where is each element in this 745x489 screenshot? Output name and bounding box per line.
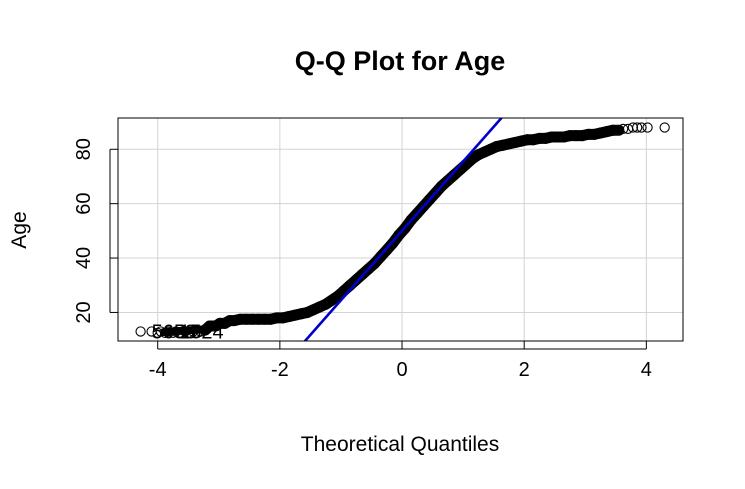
- data-point: [135, 326, 146, 337]
- x-axis-label: Theoretical Quantiles: [301, 433, 499, 456]
- x-tick-label: 4: [641, 359, 652, 381]
- data-point: [636, 122, 647, 133]
- x-tick-label: -4: [149, 359, 167, 381]
- x-tick-label: -2: [271, 359, 289, 381]
- reference-line-group: [303, 118, 504, 341]
- y-tick-label: 20: [73, 301, 95, 323]
- axes: -4 -2 0 2 4 20 40 60 80: [73, 138, 652, 381]
- reference-line: [303, 118, 504, 341]
- plot-frame: [117, 117, 684, 342]
- data-point: [627, 122, 639, 133]
- point-label: 1524: [179, 321, 224, 343]
- y-tick-label: 80: [73, 138, 95, 160]
- point-cluster: [159, 325, 208, 337]
- data-point: [659, 122, 670, 133]
- point-label: 5658: [152, 321, 197, 343]
- y-tick-label: 40: [73, 247, 95, 269]
- x-tick-label: 2: [519, 359, 530, 381]
- y-tick-label: 60: [73, 193, 95, 215]
- grid: [118, 118, 683, 341]
- x-tick-label: 0: [396, 359, 407, 381]
- y-axis-label: Age: [8, 211, 31, 248]
- data-point: [632, 122, 643, 133]
- chart-title: Q-Q Plot for Age: [295, 46, 506, 76]
- data-point: [642, 122, 653, 133]
